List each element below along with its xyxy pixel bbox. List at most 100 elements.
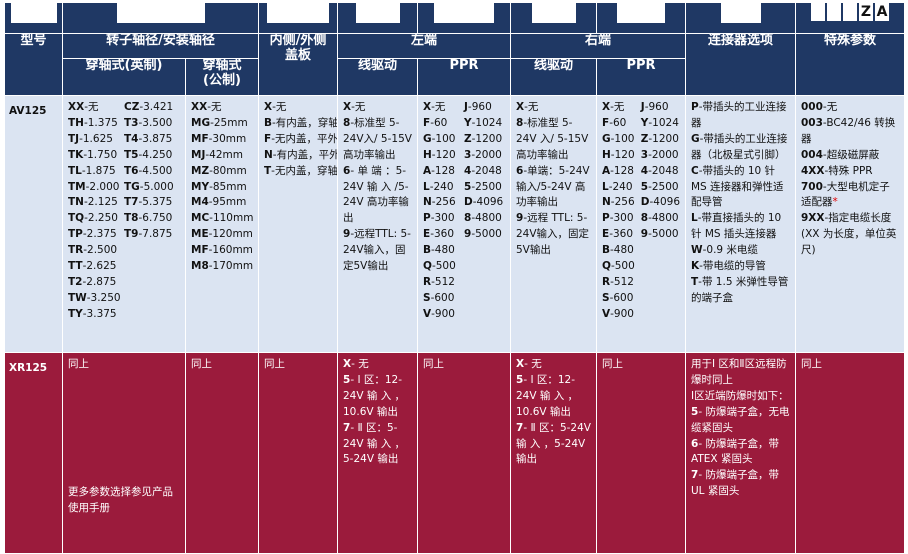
xr-right-driver-cell: X- 无 5- Ⅰ 区：12-24V 输 入 ，10.6V 输出 7- Ⅱ 区：5-… — [510, 352, 597, 554]
option-code: F — [602, 116, 610, 129]
option-code: X — [264, 101, 273, 113]
code-box-row: Z A — [4, 2, 905, 34]
option-desc: -带电缆的导管 — [699, 260, 766, 273]
option-code: T6 — [124, 164, 139, 177]
option-code: P — [691, 101, 699, 113]
header-left-driver: 线驱动 — [337, 58, 418, 96]
option-code: G — [423, 132, 432, 145]
option-desc: -128 — [431, 164, 455, 177]
option-code: 7 — [691, 469, 699, 482]
option-desc: -带插头的 10 针 MS 连接器和弹性适配导管 — [691, 164, 784, 209]
option-desc: -BC42/46 转换器 — [801, 116, 896, 145]
za-letter-z: Z — [859, 3, 873, 21]
option-code: 3 — [640, 148, 649, 161]
model-av125: AV125 — [4, 95, 63, 353]
option-item: D-4096 — [641, 195, 680, 211]
option-desc: -480 — [431, 244, 455, 257]
option-item: X-无 — [423, 100, 464, 116]
code-box-right-driver — [531, 3, 576, 23]
option-code: H — [602, 148, 611, 161]
option-code: 8 — [516, 116, 524, 129]
option-code: D — [464, 196, 473, 209]
option-code: T3 — [124, 116, 139, 129]
option-code: MZ — [191, 164, 210, 177]
model-xr125: XR125 — [4, 352, 63, 554]
option-code: 9 — [343, 228, 351, 241]
option-desc: -1.875 — [81, 164, 116, 177]
option-desc: -3.421 — [139, 101, 174, 113]
option-desc: -无 — [84, 101, 99, 113]
option-desc: -无内盖，平外盖 — [271, 132, 338, 145]
option-code: V — [602, 307, 611, 320]
option-code: 6 — [343, 164, 351, 177]
option-item: TY-3.375 — [68, 307, 124, 323]
option-item: V-900 — [602, 307, 641, 323]
option-desc: - Ⅱ 区：5-24V 输 入 ，5-24V 输出 — [343, 421, 406, 466]
option-desc: -5000 — [471, 228, 502, 241]
option-code: T — [264, 164, 272, 177]
option-code: K — [691, 260, 700, 273]
option-desc: -4800 — [471, 212, 502, 225]
option-item: TW-3.250 — [68, 291, 124, 307]
option-desc: -标准型 5-24V入/ 5-15V 高功率输出 — [343, 116, 412, 161]
option-code: 700 — [801, 180, 823, 193]
option-item: 5- Ⅰ 区：12-24V 输 入 ，10.6V 输出 — [343, 373, 412, 421]
option-item: J-960 — [464, 100, 505, 116]
option-desc: -128 — [610, 164, 634, 177]
option-desc: - 单 端 ：5-24V 输 入 /5-24V 高功率输出 — [343, 164, 409, 225]
option-item: 7- 防爆端子盒，带 UL 紧固头 — [691, 468, 790, 500]
option-code: N — [602, 196, 611, 209]
option-item: MZ-80mm — [191, 164, 253, 180]
option-item: CZ-3.421 — [124, 100, 180, 116]
xr-left-driver-cell: X- 无 5- Ⅰ 区：12-24V 输 入 ，10.6V 输出 7- Ⅱ 区：5-… — [337, 352, 418, 554]
option-item: TT-2.625 — [68, 259, 124, 275]
av-cover-cell: X-无B-有内盖，穿轴式外盖*F-无内盖，平外盖N-有内盖，平外盖*T-无内盖，… — [258, 95, 338, 353]
xr-right-ppr-cell: 同上 — [596, 352, 686, 554]
av-imperial-cell: XX-无 TH-1.375 TJ-1.625 TK-1.750 TL-1.875 TM-2… — [62, 95, 186, 353]
option-desc: -带插头的工业连接器 — [691, 101, 787, 129]
option-item: Y-1024 — [464, 116, 505, 132]
option-code: 5 — [464, 180, 472, 193]
av-left-driver-cell: X-无 8-标准型 5-24V入/ 5-15V 高功率输出 6- 单 端 ：5-24… — [337, 95, 418, 353]
option-code: T4 — [124, 132, 139, 145]
za-letter-a: A — [875, 3, 889, 21]
xr-special-cell: 同上 — [795, 352, 905, 554]
option-code: W — [691, 244, 703, 257]
option-code: CZ — [124, 101, 140, 113]
option-item: TG-5.000 — [124, 180, 180, 196]
option-item: TH-1.375 — [68, 116, 124, 132]
option-code: F — [423, 116, 431, 129]
option-desc: -256 — [431, 196, 456, 209]
option-code: L — [423, 180, 430, 193]
option-item: 8-4800 — [464, 211, 505, 227]
option-item: P-300 — [423, 211, 464, 227]
option-desc: -2.000 — [85, 180, 120, 193]
option-code: P — [602, 212, 610, 225]
option-desc: -256 — [610, 196, 635, 209]
option-item: X- 无 — [516, 357, 591, 373]
header-right-ppr: PPR — [596, 58, 686, 96]
option-desc: -80mm — [209, 164, 247, 177]
option-code: L — [691, 212, 698, 225]
option-item: 004-超级磁屏蔽 — [801, 148, 899, 164]
option-desc: -95mm — [208, 196, 247, 209]
row-xr125: XR125 同上 更多参数选择参见产品使用手册 同上 同上 X- 无 5- Ⅰ 区… — [4, 352, 905, 554]
option-item: 8-标准型 5-24V 入/ 5-15V 高功率输出 — [516, 116, 591, 164]
option-item: B-480 — [423, 243, 464, 259]
option-code: TT — [68, 260, 83, 273]
option-code: 4 — [640, 164, 649, 177]
option-item: T3-3.500 — [124, 116, 180, 132]
option-code: 9 — [516, 212, 524, 225]
option-desc: -100 — [610, 132, 635, 145]
option-item: F-60 — [423, 116, 464, 132]
option-item: G-100 — [602, 132, 641, 148]
option-item: F-60 — [602, 116, 641, 132]
option-desc: -360 — [430, 228, 455, 241]
option-code: TK — [68, 148, 84, 161]
option-code: L — [602, 180, 609, 193]
option-code: Z — [640, 132, 649, 145]
option-desc: -2500 — [648, 180, 679, 193]
option-item: 9XX-指定电缆长度(XX 为长度，单位英尺) — [801, 211, 899, 259]
option-desc: -110mm — [209, 212, 254, 225]
option-item: N-有内盖，平外盖* — [264, 148, 337, 164]
